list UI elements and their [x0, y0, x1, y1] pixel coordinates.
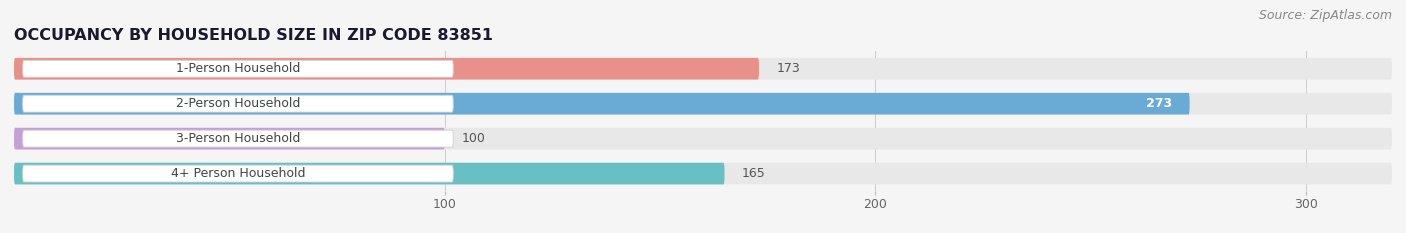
- FancyBboxPatch shape: [14, 128, 444, 150]
- FancyBboxPatch shape: [14, 93, 1392, 115]
- Text: 4+ Person Household: 4+ Person Household: [170, 167, 305, 180]
- FancyBboxPatch shape: [22, 130, 453, 147]
- FancyBboxPatch shape: [22, 165, 453, 182]
- FancyBboxPatch shape: [14, 58, 759, 80]
- Text: 1-Person Household: 1-Person Household: [176, 62, 299, 75]
- FancyBboxPatch shape: [14, 58, 1392, 80]
- FancyBboxPatch shape: [14, 128, 1392, 150]
- Text: 3-Person Household: 3-Person Household: [176, 132, 299, 145]
- Text: Source: ZipAtlas.com: Source: ZipAtlas.com: [1258, 9, 1392, 22]
- FancyBboxPatch shape: [22, 60, 453, 77]
- Text: 100: 100: [463, 132, 485, 145]
- Text: 173: 173: [776, 62, 800, 75]
- Text: 273: 273: [1146, 97, 1173, 110]
- FancyBboxPatch shape: [14, 163, 1392, 185]
- FancyBboxPatch shape: [14, 163, 724, 185]
- FancyBboxPatch shape: [14, 93, 1189, 115]
- FancyBboxPatch shape: [22, 95, 453, 112]
- Text: 165: 165: [742, 167, 765, 180]
- Text: 2-Person Household: 2-Person Household: [176, 97, 299, 110]
- Text: OCCUPANCY BY HOUSEHOLD SIZE IN ZIP CODE 83851: OCCUPANCY BY HOUSEHOLD SIZE IN ZIP CODE …: [14, 28, 494, 43]
